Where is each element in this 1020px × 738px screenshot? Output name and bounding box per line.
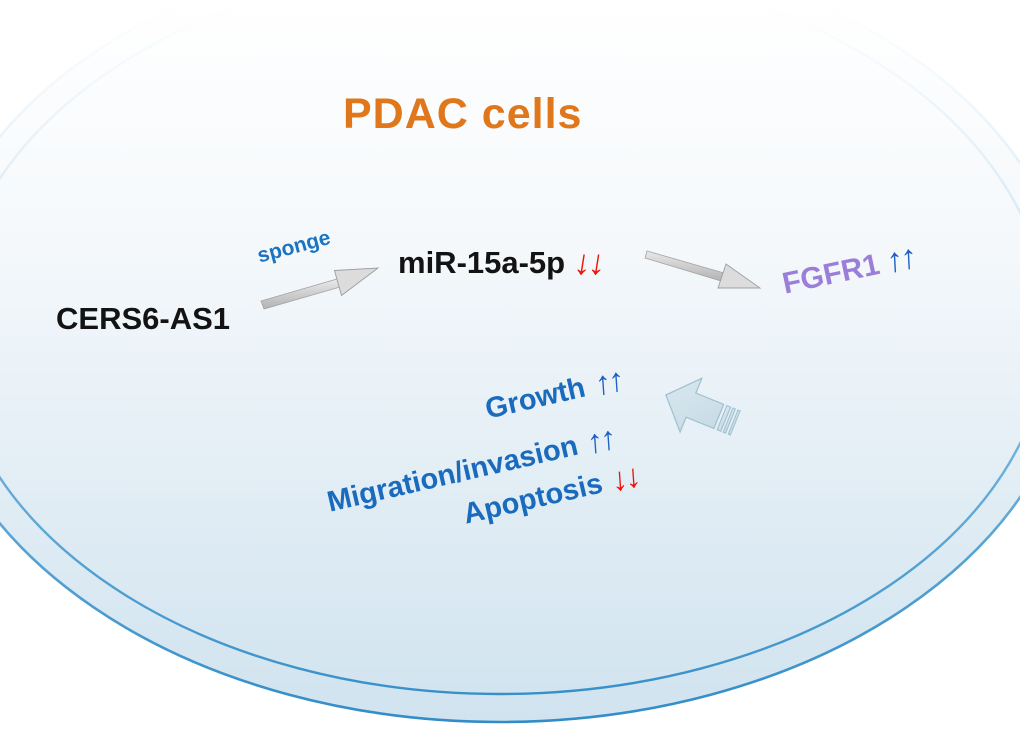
effects-block-arrow <box>665 376 741 436</box>
up-arrows-icon: ↑↑ <box>886 238 916 282</box>
mir-to-fgfr1-arrow <box>644 250 762 289</box>
mir-15a-5p-label: miR-15a-5p <box>398 245 566 280</box>
down-arrows-icon: ↓↓ <box>571 243 607 282</box>
down-arrows-icon: ↓↓ <box>610 456 640 500</box>
node-mir-15a-5p: miR-15a-5p ↓↓ <box>398 243 607 282</box>
cell-inner-membrane <box>0 0 1020 696</box>
up-arrows-icon: ↑↑ <box>586 419 616 462</box>
figure-title: PDAC cells <box>343 90 583 138</box>
sponge-arrow <box>260 267 380 310</box>
up-arrows-icon: ↑↑ <box>593 360 623 404</box>
node-cers6-as1: CERS6-AS1 <box>56 301 230 336</box>
